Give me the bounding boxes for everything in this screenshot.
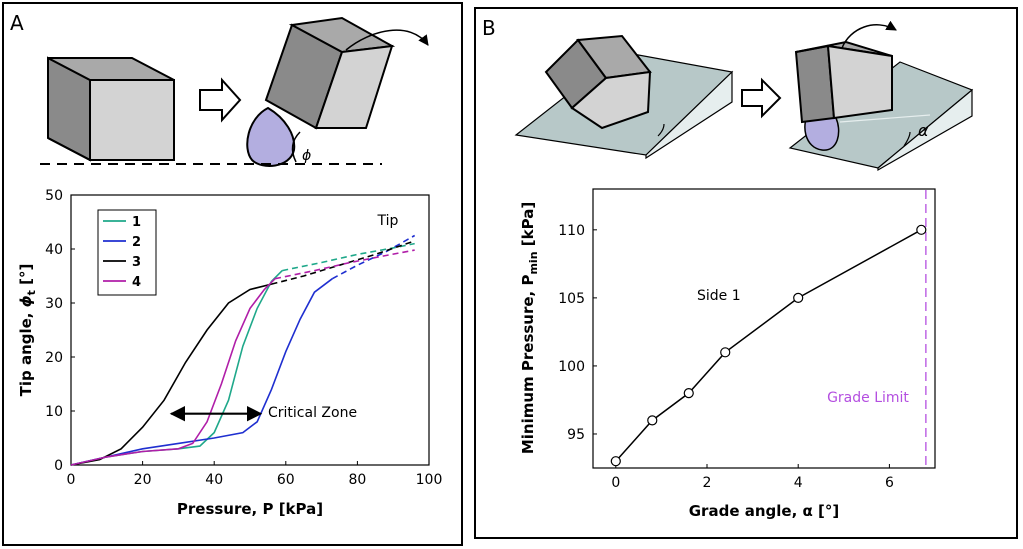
plot-b-axes-box xyxy=(592,188,936,469)
plot-a-xtick-label: 20 xyxy=(134,472,152,488)
plot-a-xtick-label: 100 xyxy=(416,472,443,488)
panel-b: B α 0 2 4 6 95 100 105 110 xyxy=(474,7,1018,539)
series-4-extrapolation xyxy=(274,249,415,280)
pmin-marker xyxy=(647,415,658,426)
plot-a-xtick-label: 60 xyxy=(277,472,295,488)
annotation-grade-limit: Grade Limit xyxy=(827,390,909,406)
pmin-line xyxy=(615,229,922,462)
series-2-line xyxy=(70,278,333,466)
plot-a-ytick-label: 40 xyxy=(45,242,63,258)
cube-resting-illustration xyxy=(47,56,175,162)
pmin-marker xyxy=(720,347,731,358)
plot-a: 0 20 40 60 80 100 0 10 20 30 40 50 1 2 3 4 Pressure, P… xyxy=(17,188,442,518)
cube-incline-tipping-illustration: α xyxy=(788,20,974,172)
plot-b-ytick-label: 95 xyxy=(567,427,585,443)
plot-b-xtick-label: 2 xyxy=(703,475,712,491)
plot-b-xtick-label: 0 xyxy=(611,475,620,491)
pmin-marker xyxy=(610,456,621,467)
pmin-marker xyxy=(916,224,927,235)
plot-a-legend: 1 2 3 4 xyxy=(97,209,157,296)
panel-a: A ϕ 0 20 40 60 80 100 0 10 20 30 40 50 xyxy=(2,2,463,546)
panel-b-label: B xyxy=(482,16,496,40)
plot-a-xtick-label: 0 xyxy=(67,472,76,488)
plot-a-ytick-label: 50 xyxy=(45,188,63,204)
cube-tipping-illustration: ϕ xyxy=(246,16,429,167)
process-arrow-icon-b xyxy=(741,77,782,119)
plot-a-ytick-label: 30 xyxy=(45,296,63,312)
plot-a-xtick-label: 80 xyxy=(348,472,366,488)
plot-b-xtick-label: 6 xyxy=(885,475,894,491)
pmin-marker xyxy=(793,292,804,303)
plot-b-xlabel: Grade angle, α [°] xyxy=(689,502,839,520)
plot-a-xtick-label: 40 xyxy=(205,472,223,488)
annotation-side-1: Side 1 xyxy=(697,288,741,304)
plot-b-ytick-label: 110 xyxy=(558,223,585,239)
pmin-marker xyxy=(683,388,694,399)
annotation-critical-zone: Critical Zone xyxy=(268,405,357,421)
plot-b-ylabel: Minimum Pressure, Pmin [kPa] xyxy=(519,202,540,454)
tilt-angle-symbol: ϕ xyxy=(302,148,311,164)
legend-label-2: 2 xyxy=(132,235,141,250)
panel-a-label: A xyxy=(10,11,24,35)
series-2-extrapolation xyxy=(331,234,416,280)
process-arrow-icon xyxy=(199,77,242,123)
plot-b-xtick-label: 4 xyxy=(794,475,803,491)
legend-label-4: 4 xyxy=(132,275,141,290)
annotation-tip: Tip xyxy=(377,213,399,229)
series-3-line xyxy=(70,283,272,466)
series-4-line xyxy=(70,278,276,466)
plot-b: 0 2 4 6 95 100 105 110 Grade angle, α [°] Minim… xyxy=(519,188,936,520)
plot-a-ylabel: Tip angle, ϕt [°] xyxy=(17,264,38,397)
legend-label-1: 1 xyxy=(132,215,141,230)
grade-angle-symbol: α xyxy=(918,121,929,140)
plot-b-ytick-label: 105 xyxy=(558,291,585,307)
plot-a-ytick-label: 10 xyxy=(45,404,63,420)
plot-b-ytick-label: 100 xyxy=(558,359,585,375)
cube-incline-illustration xyxy=(514,34,734,160)
plot-a-ytick-label: 20 xyxy=(45,350,63,366)
legend-label-3: 3 xyxy=(132,255,141,270)
plot-a-ytick-label: 0 xyxy=(54,458,63,474)
plot-a-xlabel: Pressure, P [kPa] xyxy=(177,500,323,518)
